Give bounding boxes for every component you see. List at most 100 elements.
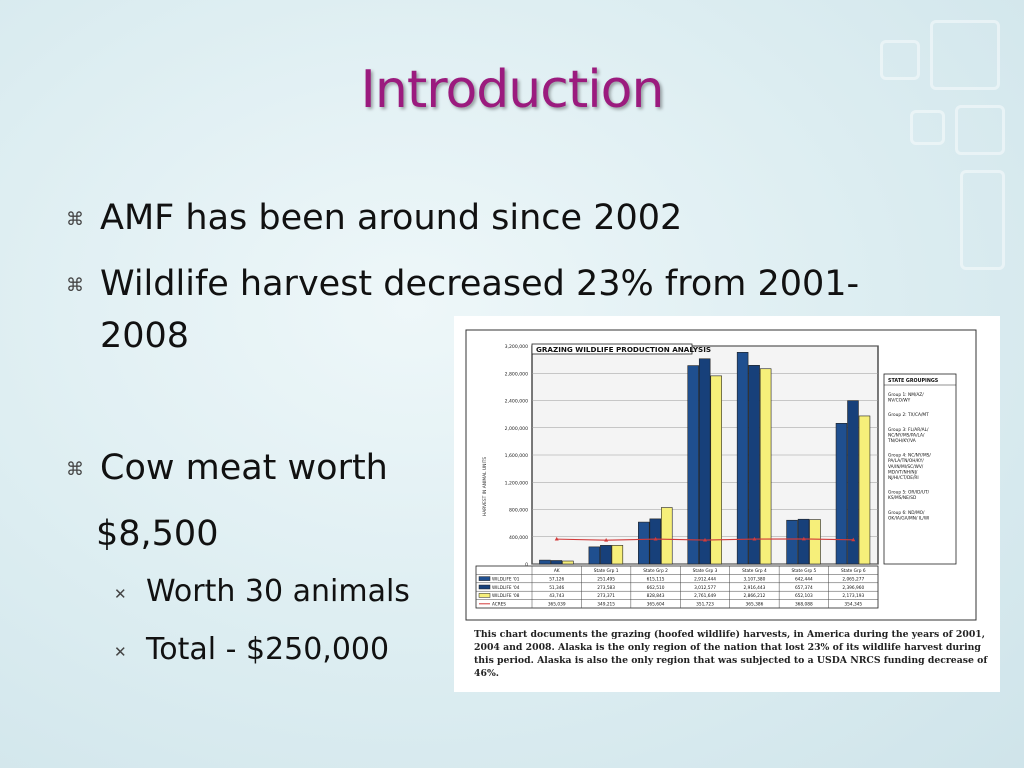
table-cell: 642,444 [795, 576, 813, 582]
table-cell: 2,173,193 [842, 593, 864, 599]
y-tick-label: 3,200,000 [505, 344, 528, 350]
legend-group-2: Group 2: TX/CA/MT [888, 412, 929, 418]
legend-group-6: Group 6: ND/MO/OK/IA/GA/MN/ IL/WI [888, 510, 929, 522]
table-cell: 351,723 [696, 602, 714, 608]
legend-label: WILDLIFE '04 [492, 585, 520, 590]
table-cell: 43,743 [549, 593, 564, 599]
table-cell: 273,371 [597, 593, 615, 599]
table-cell: 2,065,277 [842, 576, 864, 582]
legend-swatch [478, 593, 491, 598]
bullet-amf: ⌘ AMF has been around since 2002 [66, 196, 682, 240]
x-tick-label: State Grp 3 [693, 568, 718, 574]
chart-caption: This chart documents the grazing (hoofed… [474, 629, 988, 679]
legend-box [883, 373, 957, 565]
legend-group-5: Group 5: OR/ID/UT/KS/MS/NE/SD [888, 490, 930, 502]
cross-icon: ✕ [114, 585, 127, 603]
legend-swatch [478, 584, 491, 590]
table-cell: 51,346 [549, 585, 564, 591]
bar-1-6 [847, 400, 859, 565]
bar-2-2 [661, 507, 673, 565]
table-cell: 273,583 [597, 585, 615, 591]
bar-0-0 [539, 559, 551, 565]
acres-point [703, 537, 707, 542]
y-tick-label: 800,000 [509, 508, 528, 514]
y-tick-label: 400,000 [509, 535, 528, 541]
table-cell: 365,039 [548, 602, 566, 608]
table-cell: 349,215 [597, 602, 615, 608]
bar-0-6 [835, 423, 848, 565]
table-cell: 2,916,443 [743, 585, 765, 591]
sub-bullet-total: ✕ Total - $250,000 [114, 630, 390, 670]
legend-group-1: Group 1: NM/AZ/NV/CO/WY [888, 392, 924, 404]
y-tick-label: 1,600,000 [505, 453, 528, 459]
table-cell: 2,866,212 [743, 593, 765, 599]
bar-0-2 [638, 521, 650, 565]
table-cell: 251,495 [597, 576, 615, 582]
acres-point [653, 536, 658, 541]
y-tick-label: 2,000,000 [505, 426, 528, 432]
bullet-text: 2008 [100, 316, 190, 356]
y-tick-label: 2,400,000 [505, 399, 528, 405]
table-cell: 57,126 [549, 576, 564, 582]
chart-figure: 3,200,000 2,800,000 2,400,000 2,000,000 1,60… [454, 316, 1000, 692]
table-cell: 657,374 [795, 585, 813, 591]
legend-group-4: Group 4: NC/NY/MS/PA/LA/TN/OH/KY/VA/IN/M… [888, 453, 931, 481]
bar-2-4 [759, 368, 772, 565]
bar-1-4 [748, 365, 760, 565]
table-cell: 3,012,577 [694, 585, 716, 591]
bar-1-0 [550, 560, 563, 565]
chart-frame [465, 329, 977, 621]
acres-point [604, 538, 609, 542]
slide-title: Introduction [360, 60, 665, 120]
bullet-wildlife: ⌘ Wildlife harvest decreased 23% from 20… [66, 262, 859, 306]
bar-0-5 [786, 519, 798, 565]
command-key-icon: ⌘ [66, 209, 84, 230]
cross-icon: ✕ [114, 643, 127, 661]
bullet-text: Cow meat worth [100, 448, 388, 488]
chart-title: GRAZING WILDLIFE PRODUCTION ANALYSIS [536, 345, 711, 354]
legend-swatch [478, 576, 491, 581]
bar-2-5 [809, 519, 821, 565]
sub-bullet-text: Total - $250,000 [146, 632, 390, 667]
sub-bullet-text: Worth 30 animals [146, 574, 410, 609]
command-key-icon: ⌘ [66, 459, 84, 480]
y-tick-label: 0 [525, 562, 528, 568]
bar-chart: 3,200,000 2,800,000 2,400,000 2,000,000 1,60… [465, 329, 977, 621]
legend-label: WILDLIFE '01 [492, 576, 520, 581]
x-tick-label: State Grp 4 [742, 568, 767, 574]
table-cell: 365,386 [746, 602, 764, 608]
data-table [475, 565, 879, 609]
bar-2-0 [562, 560, 574, 565]
command-key-icon: ⌘ [66, 275, 84, 296]
table-cell: 354,345 [844, 602, 862, 608]
x-tick-label: State Grp 6 [841, 568, 866, 574]
table-cell: 615,115 [647, 576, 665, 582]
x-tick-label: AK [554, 568, 560, 574]
bar-0-4 [736, 352, 749, 565]
table-cell: 652,103 [795, 593, 813, 599]
bar-1-5 [797, 518, 810, 565]
x-tick-label: State Grp 1 [594, 568, 619, 574]
acres-point [752, 536, 757, 541]
acres-point [801, 536, 806, 541]
bar-2-6 [858, 415, 871, 565]
y-axis-label: HARVEST IN ANIMAL UNITS [482, 457, 488, 516]
bar-0-1 [588, 546, 601, 565]
table-cell: 365,604 [647, 602, 665, 608]
acres-point [851, 537, 856, 542]
bar-2-3 [710, 375, 722, 565]
legend-title: STATE GROUPINGS [888, 378, 939, 384]
bullet-wildlife-continued: 2008 [100, 314, 189, 358]
y-tick-label: 1,200,000 [505, 480, 528, 486]
x-tick-label: State Grp 5 [792, 568, 817, 574]
y-tick-label: 2,800,000 [505, 371, 528, 377]
table-cell: 368,088 [795, 602, 813, 608]
bullet-cow-meat: ⌘ Cow meat worth [66, 446, 388, 490]
bullet-text: $8,500 [96, 514, 219, 554]
table-cell: 662,510 [647, 585, 665, 591]
table-cell: 2,912,444 [694, 576, 716, 582]
acres-point [554, 536, 559, 541]
legend-label: ACRES [492, 602, 506, 607]
legend-label: WILDLIFE '08 [492, 593, 520, 598]
x-tick-label: State Grp 2 [643, 568, 668, 574]
